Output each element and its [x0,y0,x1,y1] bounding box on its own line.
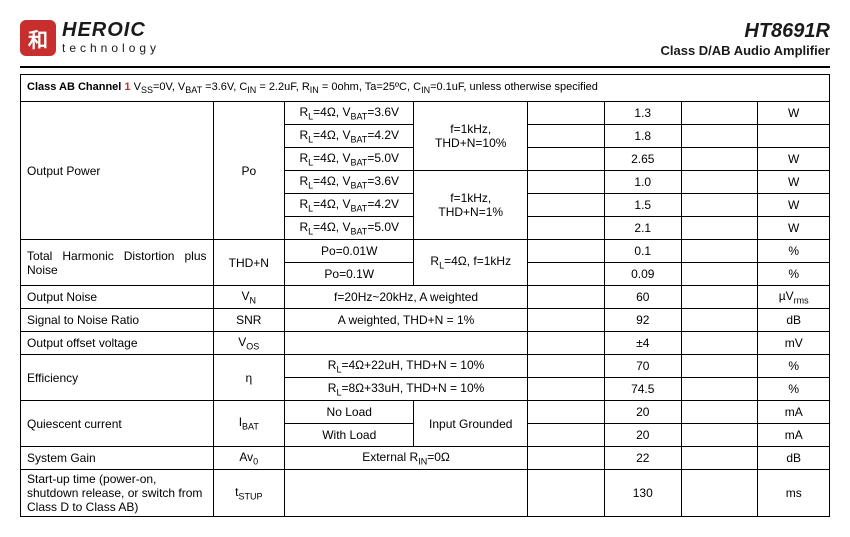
unit: % [758,240,830,263]
typ: 1.8 [604,125,681,148]
footnote-marker: 1 [124,81,130,93]
sym: VOS [213,332,285,355]
unit: % [758,263,830,286]
cond: RL=4Ω+22uH, THD+N = 10% [285,355,528,378]
sym: IBAT [213,401,285,447]
typ: 92 [604,309,681,332]
section-conditions: VSS=0V, VBAT =3.6V, CIN = 2.2uF, RIN = 0… [134,81,598,93]
cond: f=20Hz~20kHz, A weighted [285,286,528,309]
part-block: HT8691R Class D/AB Audio Amplifier [660,20,830,58]
typ: 74.5 [604,378,681,401]
typ: 1.3 [604,102,681,125]
cond1: Po=0.01W [285,240,414,263]
logo-icon: 和 [20,20,56,56]
cond1: RL=4Ω, VBAT=5.0V [285,148,414,171]
cond1: No Load [285,401,414,424]
typ: 60 [604,286,681,309]
unit: µVrms [758,286,830,309]
unit: dB [758,309,830,332]
row-snr: Signal to Noise Ratio SNR A weighted, TH… [21,309,830,332]
param: Efficiency [21,355,214,401]
unit: W [758,148,830,171]
unit: % [758,355,830,378]
unit: W [758,102,830,125]
cond1: Po=0.1W [285,263,414,286]
param-thdn: Total Harmonic Distortion plus Noise [21,240,214,286]
unit: W [758,217,830,240]
param: System Gain [21,447,214,470]
sym: η [213,355,285,401]
unit: dB [758,447,830,470]
cond1: With Load [285,424,414,447]
typ: 0.1 [604,240,681,263]
typ: 0.09 [604,263,681,286]
min [528,102,605,125]
logo-block: 和 HEROIC technology [20,20,160,56]
spec-table: Class AB Channel 1 VSS=0V, VBAT =3.6V, C… [20,74,830,517]
sym-output-power: Po [213,102,285,240]
section-header-row: Class AB Channel 1 VSS=0V, VBAT =3.6V, C… [21,75,830,102]
part-description: Class D/AB Audio Amplifier [660,43,830,58]
typ: ±4 [604,332,681,355]
typ: 1.0 [604,171,681,194]
cond1: RL=4Ω, VBAT=4.2V [285,194,414,217]
param: Signal to Noise Ratio [21,309,214,332]
typ: 130 [604,470,681,517]
unit: ms [758,470,830,517]
logo-main-text: HEROIC [62,20,160,40]
unit: mA [758,424,830,447]
max [681,102,758,125]
param: Output Noise [21,286,214,309]
param: Output offset voltage [21,332,214,355]
sym: SNR [213,309,285,332]
cond1: RL=4Ω, VBAT=3.6V [285,171,414,194]
sym: tSTUP [213,470,285,517]
row-gain: System Gain Av0 External RIN=0Ω 22 dB [21,447,830,470]
sym: Av0 [213,447,285,470]
cond2-a: f=1kHz, THD+N=10% [414,102,528,171]
cond2: Input Grounded [414,401,528,447]
typ: 1.5 [604,194,681,217]
header-rule [20,66,830,68]
cond: External RIN=0Ω [285,447,528,470]
cond [285,332,528,355]
cond [285,470,528,517]
logo-sub-text: technology [62,42,160,54]
row-vos: Output offset voltage VOS ±4 mV [21,332,830,355]
unit: % [758,378,830,401]
param: Quiescent current [21,401,214,447]
cond2: RL=4Ω, f=1kHz [414,240,528,286]
cond2-b: f=1kHz, THD+N=1% [414,171,528,240]
typ: 22 [604,447,681,470]
section-header-cell: Class AB Channel 1 VSS=0V, VBAT =3.6V, C… [21,75,830,102]
row-tstup: Start-up time (power-on, shutdown releas… [21,470,830,517]
typ: 20 [604,424,681,447]
typ: 2.65 [604,148,681,171]
unit: mA [758,401,830,424]
row-ibat-1: Quiescent current IBAT No Load Input Gro… [21,401,830,424]
unit: W [758,194,830,217]
typ: 20 [604,401,681,424]
sym: VN [213,286,285,309]
param: Start-up time (power-on, shutdown releas… [21,470,214,517]
param-output-power: Output Power [21,102,214,240]
sym-thdn: THD+N [213,240,285,286]
cond1: RL=4Ω, VBAT=3.6V [285,102,414,125]
row-output-power-1: Output Power Po RL=4Ω, VBAT=3.6V f=1kHz,… [21,102,830,125]
cond: A weighted, THD+N = 1% [285,309,528,332]
cond1: RL=4Ω, VBAT=4.2V [285,125,414,148]
cond: RL=8Ω+33uH, THD+N = 10% [285,378,528,401]
unit: mV [758,332,830,355]
typ: 2.1 [604,217,681,240]
part-number: HT8691R [660,20,830,43]
row-vn: Output Noise VN f=20Hz~20kHz, A weighted… [21,286,830,309]
page-header: 和 HEROIC technology HT8691R Class D/AB A… [20,20,830,58]
typ: 70 [604,355,681,378]
unit: W [758,171,830,194]
section-label: Class AB Channel [27,81,121,93]
cond1: RL=4Ω, VBAT=5.0V [285,217,414,240]
row-thdn-1: Total Harmonic Distortion plus Noise THD… [21,240,830,263]
row-eff-1: Efficiency η RL=4Ω+22uH, THD+N = 10% 70 … [21,355,830,378]
